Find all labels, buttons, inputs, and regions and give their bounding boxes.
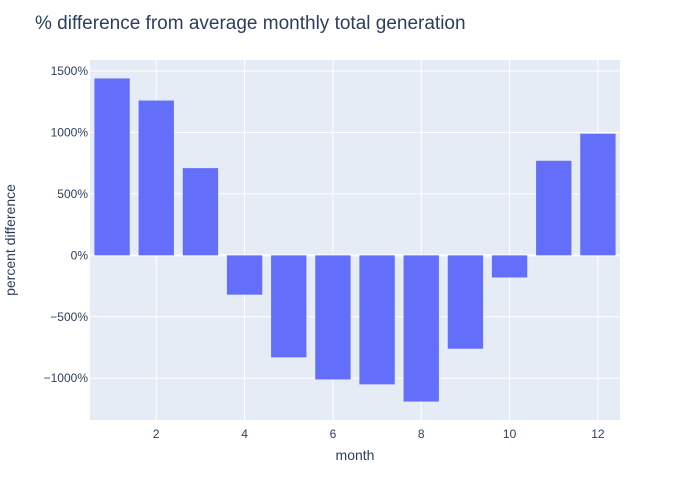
bar-month-4[interactable] <box>226 255 263 295</box>
x-axis-title: month <box>336 447 375 463</box>
x-tick-label: 12 <box>591 427 605 441</box>
x-tick-label: 4 <box>241 427 248 441</box>
bar-month-11[interactable] <box>536 160 572 256</box>
y-tick-label: 1000% <box>51 125 89 139</box>
x-tick-label: 6 <box>330 427 337 441</box>
x-tick-label: 10 <box>503 427 517 441</box>
y-tick-label: 500% <box>57 187 88 201</box>
bar-month-7[interactable] <box>359 255 395 385</box>
bar-month-1[interactable] <box>94 78 130 256</box>
y-tick-label: 1500% <box>51 64 89 78</box>
y-tick-label: −500% <box>50 310 88 324</box>
y-axis-title: percent difference <box>2 184 18 296</box>
x-tick-label: 2 <box>153 427 160 441</box>
bar-month-2[interactable] <box>138 100 174 256</box>
bar-month-5[interactable] <box>271 255 307 358</box>
chart-title: % difference from average monthly total … <box>35 13 466 34</box>
y-tick-label: −1000% <box>44 371 89 385</box>
plot-area <box>90 60 620 420</box>
bar-month-9[interactable] <box>447 255 484 349</box>
x-axis-ticks: 2 4 6 8 10 12 <box>153 427 605 441</box>
y-tick-label: 0% <box>71 248 89 262</box>
bar-month-8[interactable] <box>403 255 439 402</box>
bar-month-6[interactable] <box>315 255 351 380</box>
y-axis-ticks: −1000% −500% 0% 500% 1000% 1500% <box>44 64 89 385</box>
x-tick-label: 8 <box>418 427 425 441</box>
bar-month-12[interactable] <box>580 133 616 256</box>
bars <box>94 78 616 402</box>
bar-month-3[interactable] <box>182 168 219 256</box>
bar-month-10[interactable] <box>491 255 528 278</box>
